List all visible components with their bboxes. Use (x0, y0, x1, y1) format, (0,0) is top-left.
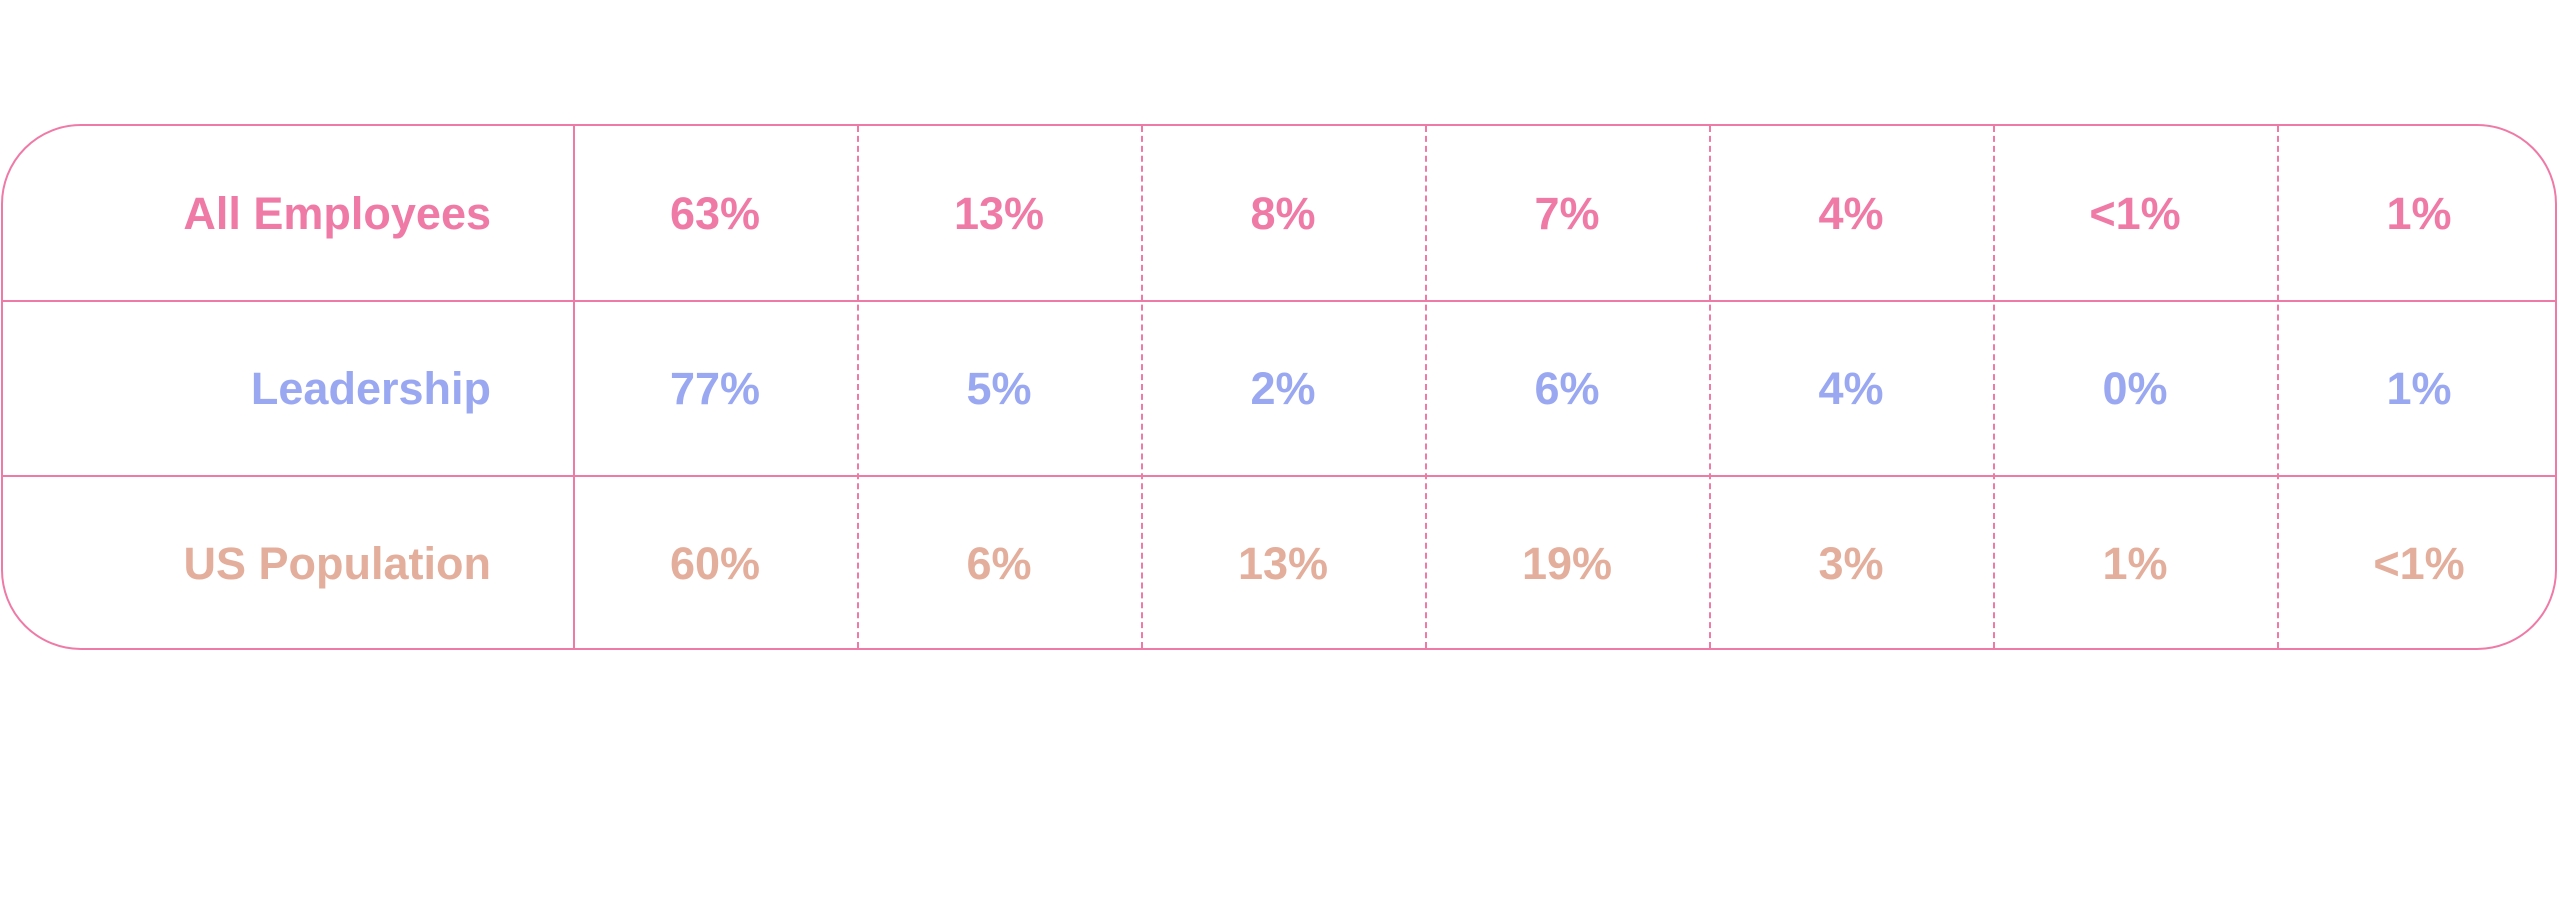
row-divider (3, 300, 2555, 302)
table-cell: 1% (2386, 188, 2452, 239)
table-cell: 4% (1818, 188, 1884, 239)
table-cell: 3% (1818, 538, 1884, 589)
column-divider (857, 126, 859, 648)
table-cell: 4% (1818, 363, 1884, 414)
table-cell: 5% (966, 363, 1032, 414)
table-cell: 2% (1250, 363, 1316, 414)
table-cell: <1% (2373, 538, 2465, 589)
label-column-divider (573, 126, 575, 648)
table-cell: 8% (1250, 188, 1316, 239)
table-cell: <1% (2089, 188, 2181, 239)
table-cell: 7% (1534, 188, 1600, 239)
column-divider (2277, 126, 2279, 648)
column-divider (1141, 126, 1143, 648)
column-divider (1709, 126, 1711, 648)
table-cell: 1% (2102, 538, 2168, 589)
column-divider (1993, 126, 1995, 648)
table-cell: 63% (669, 188, 761, 239)
row-label: All Employees (183, 188, 491, 239)
table-cell: 19% (1521, 538, 1613, 589)
row-label: Leadership (250, 363, 491, 414)
table-cell: 6% (1534, 363, 1600, 414)
stats-table: All Employees 63% 13% 8% 7% 4% <1% 1% Leadership… (1, 124, 2557, 650)
table-cell: 0% (2102, 363, 2168, 414)
row-divider (3, 475, 2555, 477)
table-cell: 13% (1237, 538, 1329, 589)
column-divider (1425, 126, 1427, 648)
table-cell: 13% (953, 188, 1045, 239)
table-cell: 60% (669, 538, 761, 589)
table-cell: 6% (966, 538, 1032, 589)
table-cell: 1% (2386, 363, 2452, 414)
table-cell: 77% (669, 363, 761, 414)
row-label: US Population (183, 538, 492, 589)
